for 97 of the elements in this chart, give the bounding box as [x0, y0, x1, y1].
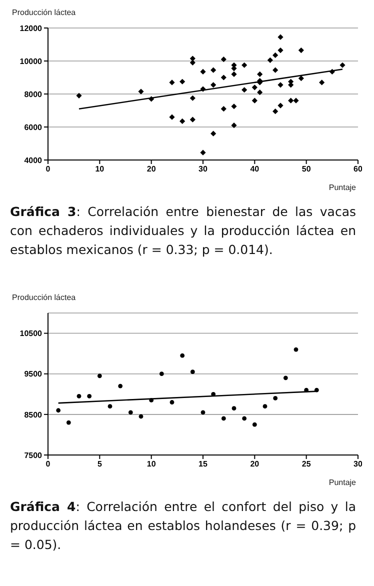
y-tick-label: 10000 [20, 56, 43, 66]
point [200, 410, 206, 415]
x-tick-label: 5 [97, 460, 102, 469]
point [242, 416, 247, 421]
point [210, 67, 216, 73]
x-axis-title: Puntaje [328, 477, 357, 489]
point [87, 394, 92, 398]
point [180, 118, 186, 124]
point [200, 150, 206, 156]
point [221, 416, 226, 421]
y-axis-title: Producción láctea [12, 7, 77, 19]
point [283, 376, 288, 380]
point [314, 388, 319, 392]
y-tick-label: 6000 [24, 122, 43, 132]
point [76, 394, 82, 398]
y-tick-label: 4000 [24, 156, 43, 165]
point [190, 95, 196, 101]
point [170, 400, 174, 404]
point [278, 34, 284, 40]
x-tick-label: 30 [354, 460, 363, 469]
point [159, 372, 164, 376]
point [298, 47, 304, 54]
point [180, 353, 185, 358]
point [231, 71, 237, 77]
point [210, 130, 216, 136]
x-tick-label: 40 [250, 164, 260, 174]
point [180, 78, 186, 84]
point [220, 74, 226, 80]
point [200, 86, 206, 92]
x-tick-label: 10 [95, 164, 105, 174]
point [267, 57, 273, 63]
x-tick-label: 20 [146, 164, 156, 174]
x-tick-label: 15 [198, 460, 208, 469]
x-tick-label: 20 [250, 460, 260, 469]
point [138, 88, 144, 94]
point [340, 62, 346, 68]
point [108, 404, 112, 409]
point [252, 84, 258, 90]
point [278, 102, 284, 108]
y-tick-label: 8500 [24, 410, 43, 420]
point [329, 68, 335, 75]
point [76, 92, 82, 98]
point [190, 116, 196, 122]
point [273, 396, 278, 400]
point [190, 56, 196, 62]
point [200, 68, 206, 75]
y-tick-label: 10500 [20, 329, 43, 338]
y-tick-label: 7500 [24, 450, 43, 460]
point [298, 76, 304, 82]
y-axis-title: Producción láctea [12, 292, 77, 304]
x-axis-title: Puntaje [328, 182, 357, 194]
point [232, 406, 236, 411]
y-tick-label: 12000 [20, 24, 43, 33]
point [278, 47, 284, 54]
point [149, 398, 154, 402]
point [242, 62, 248, 68]
x-tick-label: 0 [46, 164, 51, 174]
point [252, 422, 257, 427]
x-tick-label: 10 [146, 460, 156, 469]
point [231, 122, 237, 128]
point [66, 420, 71, 425]
y-tick-label: 9500 [24, 370, 43, 379]
point [257, 71, 263, 77]
text: Gráfica 3: Correlación entre bienestar de las vacas con echaderos individuales y la producción láctea en establos mexicanos (r = 0.33; p = 0.014). [9, 203, 357, 259]
point [304, 388, 309, 392]
point [288, 98, 294, 104]
x-tick-label: 25 [302, 460, 312, 469]
point [97, 374, 102, 378]
point [252, 98, 258, 104]
y-tick-label: 8000 [24, 90, 43, 99]
x-tick-label: 30 [198, 164, 208, 174]
point [257, 90, 263, 96]
point [169, 80, 175, 86]
point [242, 87, 248, 93]
point [278, 82, 284, 88]
point [293, 98, 299, 104]
point [294, 347, 298, 352]
point [210, 82, 216, 88]
point [128, 410, 133, 415]
point [118, 384, 123, 388]
x-tick-label: 50 [302, 164, 312, 174]
point [190, 370, 195, 374]
point [220, 106, 226, 112]
point [169, 114, 175, 120]
point [272, 108, 278, 114]
point [220, 56, 226, 62]
point [148, 96, 154, 102]
point [231, 104, 237, 110]
point [272, 67, 278, 73]
point [262, 404, 268, 409]
text: Gráfica 4: Correlación entre el confort del piso y la producción láctea en establos holandeses (r = 0.39; p = 0.05). [9, 498, 357, 554]
point [272, 52, 278, 58]
point [138, 414, 144, 419]
x-tick-label: 60 [354, 164, 363, 174]
point [319, 80, 325, 86]
point [56, 408, 61, 413]
x-tick-label: 0 [46, 460, 51, 469]
